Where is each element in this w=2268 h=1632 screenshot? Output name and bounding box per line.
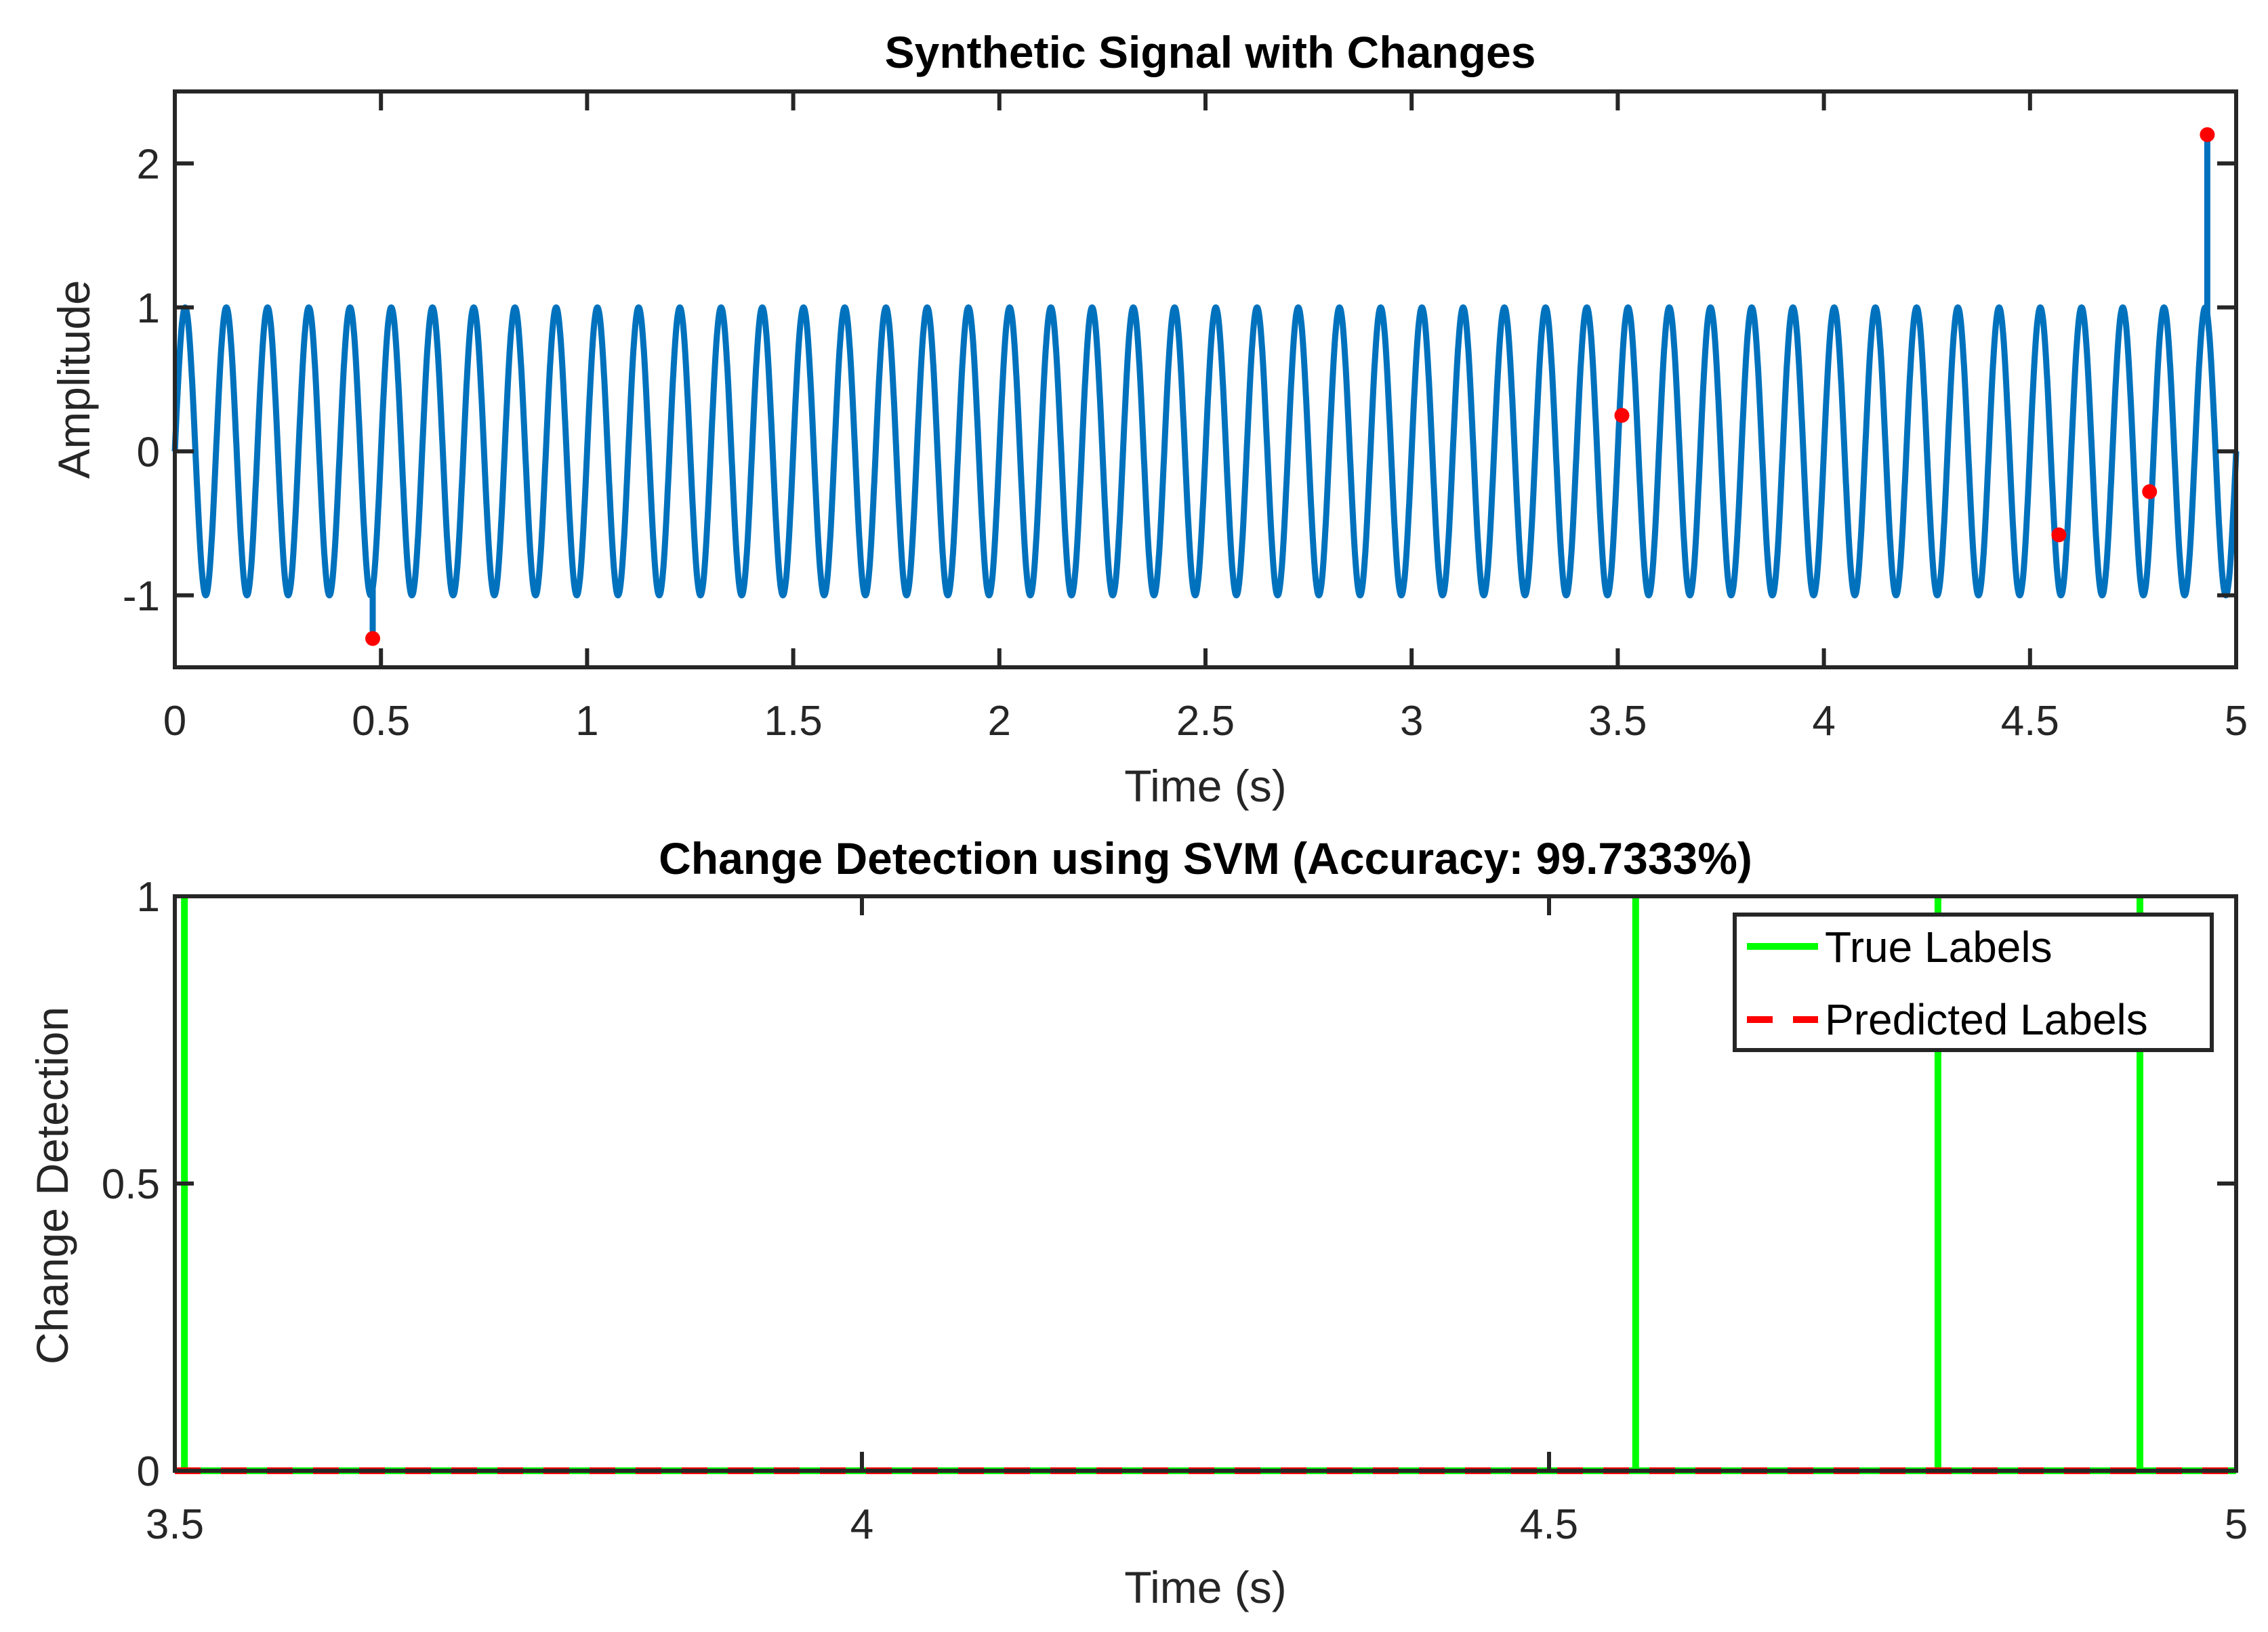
chart2-x-tick-label: 5 bbox=[2225, 1501, 2248, 1548]
chart2-x-tick-label: 4 bbox=[850, 1501, 873, 1548]
chart1-x-tick-label: 4.5 bbox=[2001, 698, 2059, 745]
chart2-ticks: 3.5 4 4.5 5 0 0.5 1 bbox=[102, 874, 2248, 1548]
change-point-marker-3 bbox=[2051, 527, 2067, 543]
chart1-y-tick-label: 2 bbox=[137, 141, 160, 188]
legend-true-labels-text: True Labels bbox=[1825, 923, 2053, 971]
signal-line bbox=[171, 131, 2240, 642]
chart1-x-tick-label: 0.5 bbox=[352, 698, 410, 745]
chart1-y-tick-label: 1 bbox=[137, 285, 160, 332]
chart2-x-tick-label: 3.5 bbox=[146, 1501, 204, 1548]
chart2-title: Change Detection using SVM (Accuracy: 99… bbox=[659, 833, 1752, 883]
chart2-legend: True Labels Predicted Labels bbox=[1733, 913, 2214, 1052]
chart2-x-axis-label: Time (s) bbox=[1124, 1562, 1287, 1612]
chart1-signal-layer bbox=[171, 131, 2240, 642]
chart1-title: Synthetic Signal with Changes bbox=[885, 27, 1536, 77]
detection-chart: Change Detection using SVM (Accuracy: 99… bbox=[27, 833, 2248, 1612]
chart2-y-tick-label: 0.5 bbox=[102, 1161, 160, 1208]
chart1-x-tick-label: 4 bbox=[1812, 698, 1835, 745]
change-point-marker-2 bbox=[1614, 408, 1630, 423]
legend-predicted-labels-text: Predicted Labels bbox=[1825, 995, 2148, 1044]
chart2-x-tick-label: 4.5 bbox=[1520, 1501, 1578, 1548]
signal-chart: Synthetic Signal with Changes 0 0.5 1 1.5 2 2… bbox=[49, 27, 2248, 811]
chart1-x-tick-label: 1.5 bbox=[764, 698, 822, 745]
chart1-x-tick-label: 0 bbox=[163, 698, 186, 745]
chart1-x-tick-label: 2 bbox=[988, 698, 1011, 745]
chart2-y-tick-label: 0 bbox=[137, 1448, 160, 1495]
chart1-x-tick-label: 5 bbox=[2225, 698, 2248, 745]
chart1-change-points-layer bbox=[365, 127, 2215, 646]
chart1-x-tick-label: 2.5 bbox=[1176, 698, 1235, 745]
chart1-ticks: 0 0.5 1 1.5 2 2.5 3 3.5 4 4.5 5 -1 0 1 2 bbox=[123, 91, 2248, 745]
change-point-marker-4 bbox=[2142, 484, 2158, 499]
chart2-y-tick-label: 1 bbox=[137, 874, 160, 921]
chart1-x-tick-label: 3.5 bbox=[1588, 698, 1647, 745]
chart1-x-axis-label: Time (s) bbox=[1124, 761, 1287, 811]
chart1-y-axis-label: Amplitude bbox=[49, 280, 99, 479]
change-point-marker-5 bbox=[2200, 127, 2215, 142]
chart1-y-tick-label: -1 bbox=[123, 573, 160, 620]
legend-box bbox=[1733, 913, 2214, 1052]
change-point-marker-1 bbox=[365, 631, 381, 646]
chart1-x-tick-label: 1 bbox=[575, 698, 598, 745]
chart1-plot-area bbox=[175, 91, 2236, 667]
chart1-x-tick-label: 3 bbox=[1400, 698, 1423, 745]
chart1-y-tick-label: 0 bbox=[137, 429, 160, 476]
chart2-y-axis-label: Change Detection bbox=[27, 1007, 77, 1364]
